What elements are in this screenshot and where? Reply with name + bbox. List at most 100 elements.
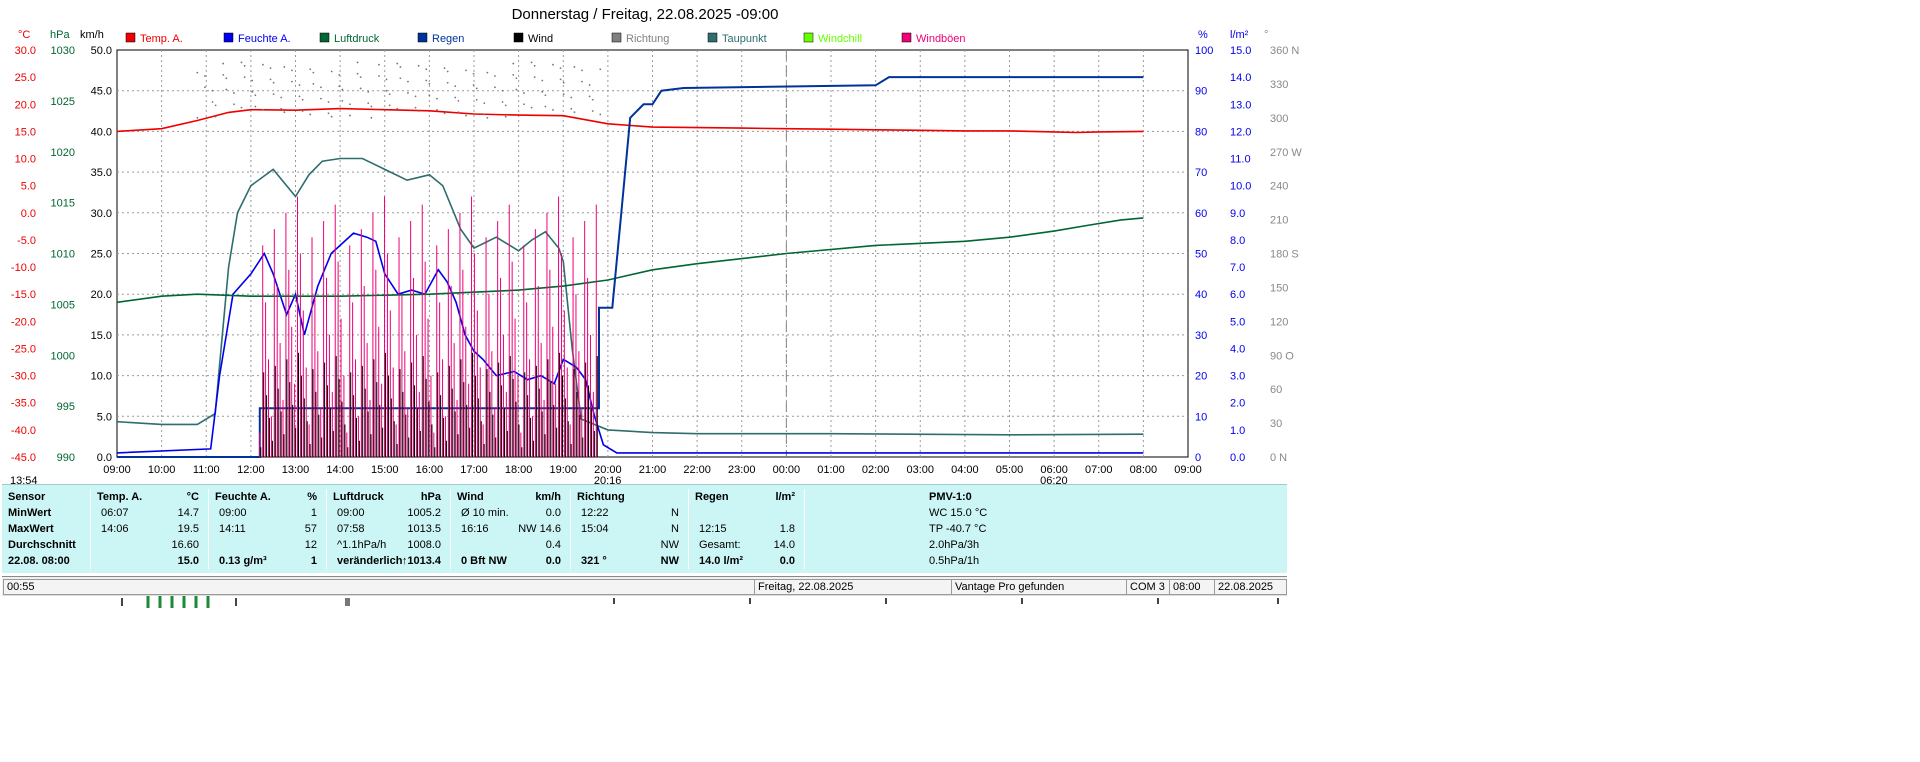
direction-dot (501, 101, 504, 103)
y-tick-rain: 11.0 (1230, 154, 1251, 166)
direction-dot (320, 97, 322, 100)
direction-dot (225, 88, 228, 91)
stats-rain-label: 12:15 (699, 523, 727, 535)
direction-dot (533, 64, 536, 67)
direction-dot (515, 88, 518, 91)
x-tick-label: 21:00 (639, 464, 667, 476)
stats-sensor-column: Sensor MinWert MaxWert Durchschnitt 22.0… (2, 489, 86, 569)
direction-dot (544, 105, 547, 108)
direction-dot (243, 76, 246, 79)
stats-rain-unit: l/m² (775, 491, 795, 503)
direction-dot (591, 98, 594, 101)
y-tick-pressure: 990 (57, 452, 75, 464)
direction-dot (251, 79, 254, 82)
weather-chart: 09:00 10:00 11:00 12:00 13:00 14:00 15:00 16:00… (10, 29, 1302, 487)
stats-humidity-value: 1 (310, 555, 317, 567)
x-tick-label: 09:00 (103, 464, 131, 476)
direction-dot (356, 72, 359, 75)
stats-wind-label: 16:16 (461, 523, 489, 535)
status-bar: 00:55 Freitag, 22.08.2025 Vantage Pro ge… (2, 576, 1287, 596)
direction-dot (417, 110, 420, 112)
x-tick-label: 07:00 (1085, 464, 1113, 476)
direction-dot (214, 104, 217, 107)
stats-humidity-value: 57 (304, 523, 317, 535)
direction-dot (349, 103, 351, 106)
y-tick-direction: 150 (1270, 282, 1288, 294)
wind-unit-label: km/h (80, 29, 104, 41)
y-tick-temp: 5.0 (21, 181, 36, 193)
status-clock: 08:00 (1169, 579, 1216, 595)
direction-dot (367, 90, 370, 93)
y-tick-direction: 120 (1270, 316, 1288, 328)
direction-dot (588, 95, 591, 98)
y-tick-pressure: 995 (57, 401, 75, 413)
direction-dot (530, 61, 533, 64)
direction-dot (588, 84, 591, 86)
direction-dot (280, 107, 283, 110)
direction-dot (504, 115, 507, 118)
stats-wind-value: 0.0 (545, 555, 561, 567)
direction-dot (309, 113, 312, 116)
y-tick-humidity: 60 (1195, 208, 1207, 220)
direction-dot (378, 75, 380, 77)
pressure-unit-label: hPa (50, 29, 70, 41)
direction-dot (475, 98, 478, 101)
legend-swatch (125, 32, 136, 43)
y-tick-direction: 30 (1270, 418, 1282, 430)
y-tick-humidity: 70 (1195, 167, 1207, 179)
x-tick-label: 09:00 (1174, 464, 1202, 476)
stats-panel: Sensor MinWert MaxWert Durchschnitt 22.0… (2, 484, 1287, 573)
y-tick-temp: -10.0 (11, 262, 36, 274)
direction-dot (272, 93, 275, 95)
direction-dot (512, 62, 515, 65)
direction-dot (356, 61, 359, 64)
y-tick-wind: 30.0 (91, 208, 112, 220)
stats-pmv-column: PMV-1:0 WC 15.0 °C TP -40.7 °C 2.0hPa/3h… (804, 489, 1285, 569)
legend-swatch (611, 32, 622, 43)
stats-wind-label: Ø 10 min. (461, 507, 509, 519)
direction-dot (243, 64, 246, 67)
direction-dot (454, 85, 457, 88)
legend-label: Luftdruck (334, 33, 380, 45)
direction-dot (599, 113, 602, 116)
direction-dot (443, 67, 446, 69)
legend-swatch (707, 32, 718, 43)
stats-humidity-unit: % (307, 491, 317, 503)
direction-dot (312, 71, 315, 74)
stats-temp-value: 15.0 (177, 555, 199, 567)
direction-dot (399, 77, 402, 80)
direction-dot (211, 89, 214, 92)
direction-dot (541, 79, 544, 82)
direction-dot (211, 101, 214, 103)
direction-dot (388, 104, 391, 107)
x-tick-label: 19:00 (549, 464, 577, 476)
direction-dot (204, 86, 206, 89)
y-tick-pressure: 1010 (51, 249, 75, 261)
y-tick-humidity: 90 (1195, 86, 1207, 98)
direction-dot (269, 78, 272, 81)
direction-dot (407, 80, 409, 83)
direction-dot (385, 89, 388, 92)
stats-temp-label: 06:07 (101, 507, 129, 519)
stats-direction-label: 15:04 (581, 523, 609, 535)
direction-dot (559, 78, 562, 81)
x-tick-label: 08:00 (1130, 464, 1158, 476)
stats-wind-value: NW 14.6 (518, 523, 561, 535)
direction-dot (240, 106, 243, 109)
stats-pressure-value: 1013.5 (407, 523, 441, 535)
stats-wind-label: 0 Bft NW (461, 555, 507, 567)
direction-dot (359, 76, 362, 79)
y-tick-direction: 330 (1270, 79, 1288, 91)
x-tick-label: 01:00 (817, 464, 845, 476)
stats-pressure-label: 09:00 (337, 507, 365, 519)
direction-dot (475, 87, 478, 90)
legend-label: Richtung (626, 33, 669, 45)
y-tick-pressure: 1005 (51, 299, 75, 311)
direction-dot (359, 87, 362, 90)
y-tick-rain: 6.0 (1230, 289, 1245, 301)
x-tick-label: 23:00 (728, 464, 756, 476)
direction-dot (523, 103, 525, 106)
direction-dot (504, 104, 507, 107)
y-tick-temp: 25.0 (15, 72, 36, 84)
stats-humidity-value: 12 (304, 539, 317, 551)
